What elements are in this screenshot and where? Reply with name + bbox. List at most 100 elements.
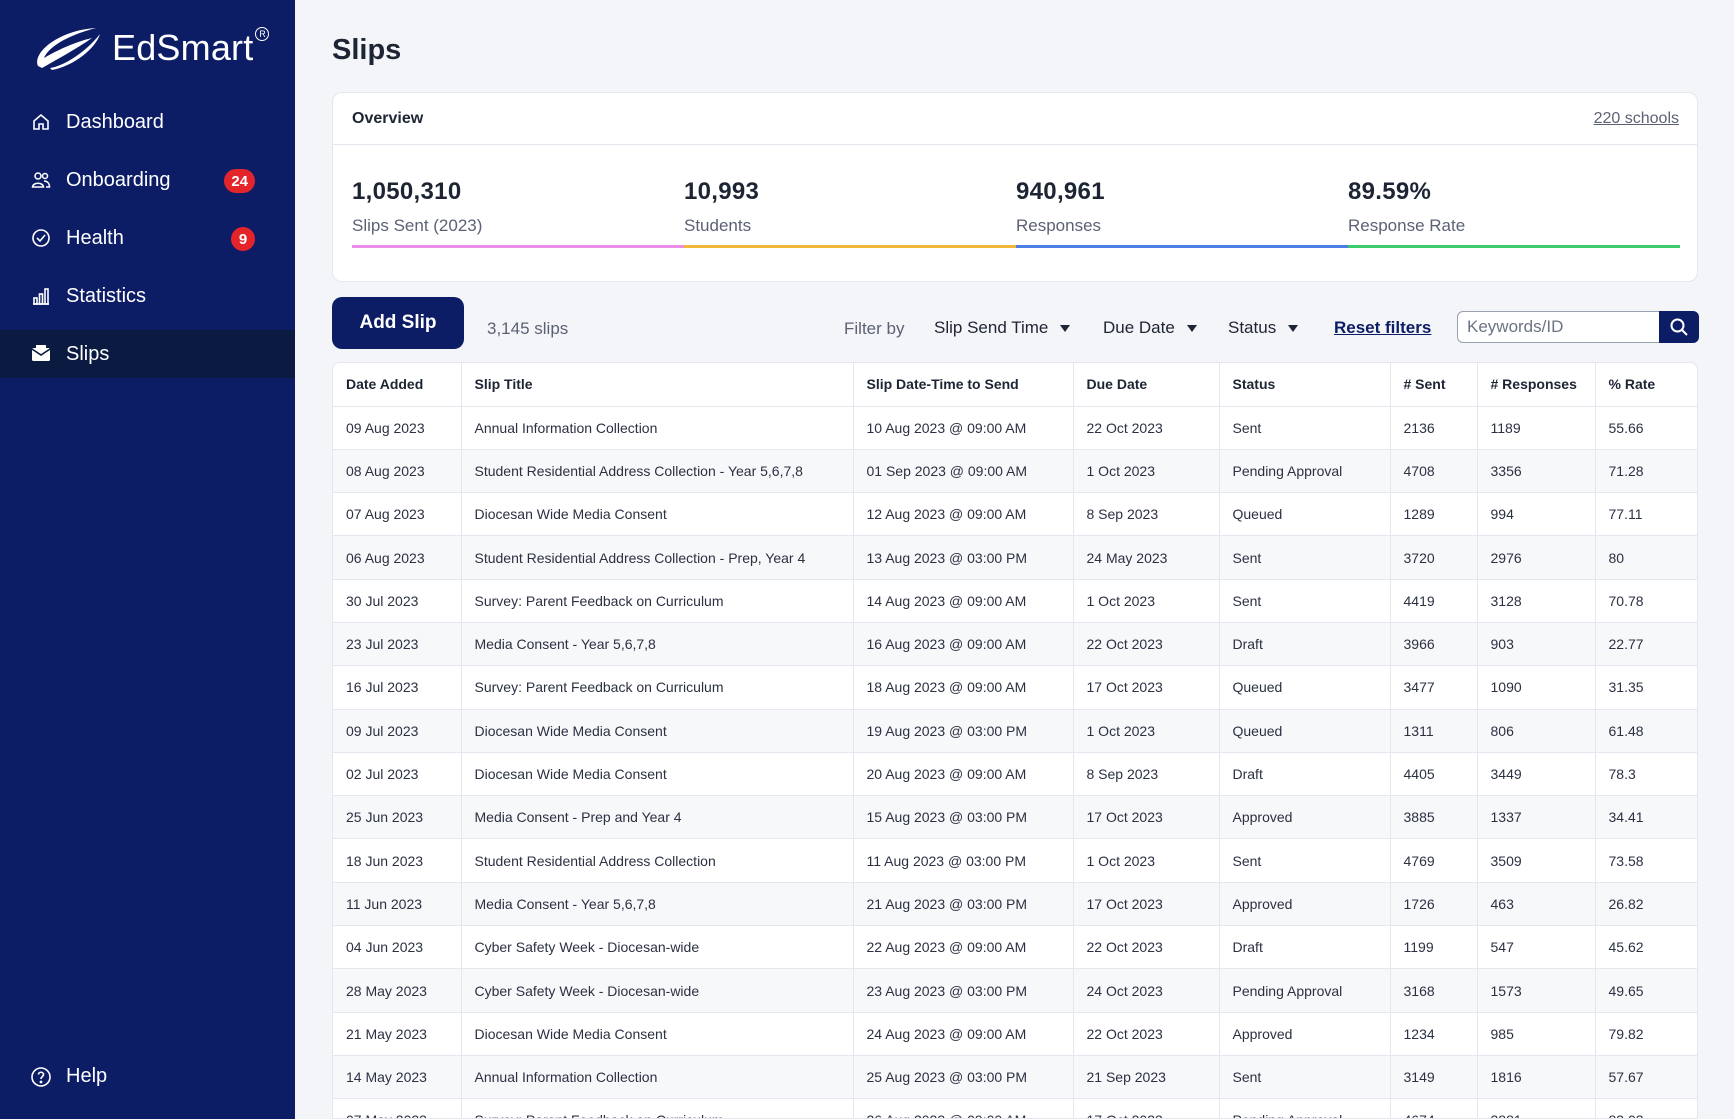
table-row[interactable]: 09 Jul 2023 Diocesan Wide Media Consent 19… — [333, 709, 1697, 753]
cell-responses: 3449 — [1477, 752, 1596, 797]
table-row[interactable]: 21 May 2023 Diocesan Wide Media Consent 24… — [333, 1012, 1697, 1056]
edsmart-logo[interactable]: EdSmart R — [30, 22, 270, 74]
cell-date-added: 21 May 2023 — [333, 1012, 462, 1056]
cell-due-date: 17 Oct 2023 — [1073, 1098, 1220, 1118]
column-header[interactable]: Due Date — [1073, 363, 1220, 407]
table-row[interactable]: 18 Jun 2023 Student Residential Address C… — [333, 838, 1697, 883]
search-input[interactable] — [1457, 311, 1659, 343]
cell-responses: 3356 — [1477, 449, 1596, 494]
cell-rate: 77.11 — [1595, 492, 1697, 537]
table-row[interactable]: 02 Jul 2023 Diocesan Wide Media Consent 20… — [333, 752, 1697, 797]
sidebar-item-statistics[interactable]: Statistics — [0, 272, 295, 320]
column-header[interactable]: # Sent — [1390, 363, 1478, 407]
edsmart-swoosh-icon — [37, 28, 100, 70]
cell-responses: 985 — [1477, 1012, 1596, 1056]
cell-send-time: 25 Aug 2023 @ 03:00 PM — [853, 1055, 1074, 1100]
schools-link[interactable]: 220 schools — [1593, 109, 1679, 127]
table-row[interactable]: 14 May 2023 Annual Information Collection… — [333, 1055, 1697, 1100]
cell-status: Sent — [1219, 579, 1391, 623]
bar-chart-icon — [30, 285, 52, 307]
cell-status: Queued — [1219, 665, 1391, 710]
slip-count: 3,145 slips — [487, 319, 569, 338]
help-link[interactable]: Help — [30, 1065, 107, 1088]
cell-sent: 2136 — [1390, 406, 1478, 450]
cell-date-added: 16 Jul 2023 — [333, 665, 462, 710]
cell-rate: 31.35 — [1595, 665, 1697, 710]
stat-responses: 940,961 Responses — [1016, 178, 1348, 248]
table-row[interactable]: 23 Jul 2023 Media Consent - Year 5,6,7,8 1… — [333, 622, 1697, 667]
cell-date-added: 06 Aug 2023 — [333, 535, 462, 580]
page-title: Slips — [332, 34, 402, 66]
sidebar-item-onboarding[interactable]: Onboarding 24 — [0, 156, 295, 204]
cell-responses: 1189 — [1477, 406, 1596, 450]
reset-filters-link[interactable]: Reset filters — [1334, 318, 1432, 337]
check-circle-icon — [30, 227, 52, 249]
filter-label: Due Date — [1103, 318, 1175, 337]
cell-send-time: 24 Aug 2023 @ 09:00 AM — [853, 1012, 1074, 1056]
cell-status: Draft — [1219, 925, 1391, 970]
cell-sent: 4419 — [1390, 579, 1478, 623]
column-header[interactable]: Slip Title — [461, 363, 854, 407]
cell-sent: 1289 — [1390, 492, 1478, 537]
cell-send-time: 14 Aug 2023 @ 09:00 AM — [853, 579, 1074, 623]
cell-due-date: 21 Sep 2023 — [1073, 1055, 1220, 1100]
cell-send-time: 10 Aug 2023 @ 09:00 AM — [853, 406, 1074, 450]
cell-status: Sent — [1219, 535, 1391, 580]
cell-sent: 1234 — [1390, 1012, 1478, 1056]
overview-card: Overview 220 schools 1,050,310 Slips Sen… — [332, 92, 1698, 282]
table-row[interactable]: 04 Jun 2023 Cyber Safety Week - Diocesan-… — [333, 925, 1697, 970]
table-row[interactable]: 30 Jul 2023 Survey: Parent Feedback on Cu… — [333, 579, 1697, 623]
stat-label: Students — [684, 216, 752, 235]
column-header[interactable]: # Responses — [1477, 363, 1596, 407]
cell-send-time: 18 Aug 2023 @ 09:00 AM — [853, 665, 1074, 710]
cell-sent: 1199 — [1390, 925, 1478, 970]
cell-responses: 547 — [1477, 925, 1596, 970]
table-row[interactable]: 28 May 2023 Cyber Safety Week - Diocesan-… — [333, 968, 1697, 1013]
table-row[interactable]: 16 Jul 2023 Survey: Parent Feedback on Cu… — [333, 665, 1697, 710]
filter-slip-send-time-dropdown[interactable]: Slip Send Time — [934, 318, 1071, 338]
column-header[interactable]: % Rate — [1595, 363, 1697, 407]
sidebar-item-slips[interactable]: Slips — [0, 330, 295, 378]
sidebar-item-label: Health — [66, 226, 124, 249]
column-header[interactable]: Slip Date-Time to Send — [853, 363, 1074, 407]
cell-status: Approved — [1219, 1012, 1391, 1056]
cell-status: Pending Approval — [1219, 968, 1391, 1013]
sidebar-nav: Dashboard Onboarding 24 Health 9 Statist… — [0, 98, 295, 388]
cell-rate: 49.65 — [1595, 968, 1697, 1013]
home-icon — [30, 111, 52, 133]
column-header[interactable]: Date Added — [333, 363, 462, 407]
caret-down-icon — [1288, 324, 1299, 332]
table-row[interactable]: 11 Jun 2023 Media Consent - Year 5,6,7,8 2… — [333, 882, 1697, 927]
table-row[interactable]: 06 Aug 2023 Student Residential Address C… — [333, 535, 1697, 580]
search-button[interactable] — [1659, 311, 1699, 343]
overview-stats: 1,050,310 Slips Sent (2023) 10,993 Stude… — [352, 178, 1682, 248]
table-row[interactable]: 08 Aug 2023 Student Residential Address C… — [333, 449, 1697, 494]
cell-responses: 463 — [1477, 882, 1596, 927]
cell-slip-title: Survey: Parent Feedback on Curriculum — [461, 579, 854, 623]
table-row[interactable]: 09 Aug 2023 Annual Information Collection… — [333, 406, 1697, 450]
cell-send-time: 15 Aug 2023 @ 03:00 PM — [853, 795, 1074, 840]
cell-rate: 71.28 — [1595, 449, 1697, 494]
cell-slip-title: Cyber Safety Week - Diocesan-wide — [461, 968, 854, 1013]
sidebar: EdSmart R Dashboard Onboarding 24 Health… — [0, 0, 295, 1119]
cell-sent: 4674 — [1390, 1098, 1478, 1118]
cell-status: Draft — [1219, 622, 1391, 667]
cell-sent: 1311 — [1390, 709, 1478, 753]
cell-sent: 3720 — [1390, 535, 1478, 580]
filter-status-dropdown[interactable]: Status — [1228, 318, 1299, 338]
filter-due-date-dropdown[interactable]: Due Date — [1103, 318, 1197, 338]
cell-due-date: 1 Oct 2023 — [1073, 709, 1220, 753]
table-row[interactable]: 25 Jun 2023 Media Consent - Prep and Year… — [333, 795, 1697, 840]
cell-status: Sent — [1219, 1055, 1391, 1100]
cell-responses: 903 — [1477, 622, 1596, 667]
table-row[interactable]: 07 Aug 2023 Diocesan Wide Media Consent 12… — [333, 492, 1697, 537]
cell-due-date: 1 Oct 2023 — [1073, 449, 1220, 494]
add-slip-button[interactable]: Add Slip — [332, 297, 464, 349]
sidebar-item-dashboard[interactable]: Dashboard — [0, 98, 295, 146]
sidebar-item-health[interactable]: Health 9 — [0, 214, 295, 262]
slips-table: Date Added Slip Title Slip Date-Time to … — [333, 363, 1697, 1118]
cell-responses: 1816 — [1477, 1055, 1596, 1100]
cell-send-time: 01 Sep 2023 @ 09:00 AM — [853, 449, 1074, 494]
column-header[interactable]: Status — [1219, 363, 1391, 407]
